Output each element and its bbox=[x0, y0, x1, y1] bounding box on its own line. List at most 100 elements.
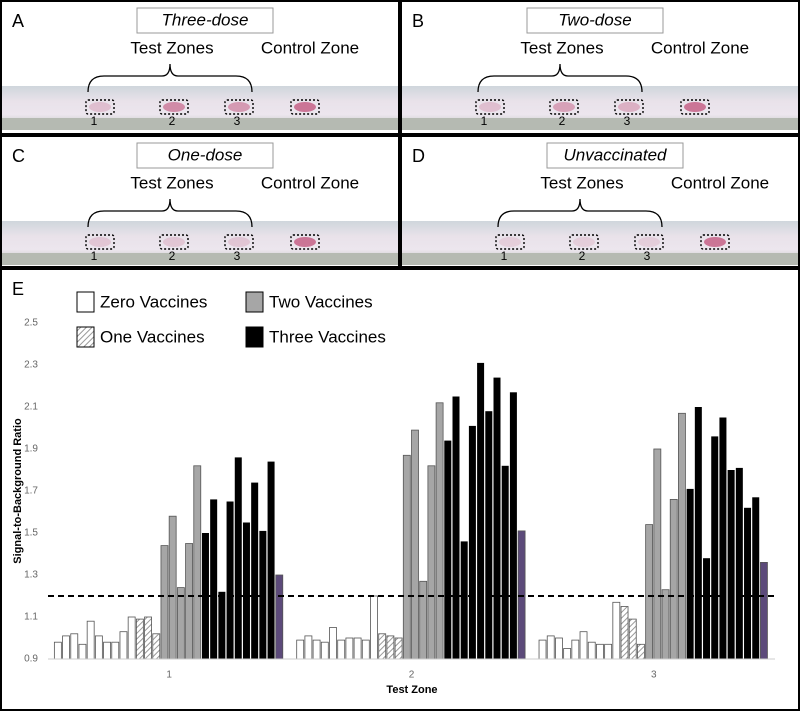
zone-number: 3 bbox=[624, 114, 631, 128]
bar bbox=[571, 639, 580, 660]
bar bbox=[653, 448, 662, 660]
y-tick-label: 1.9 bbox=[24, 444, 38, 455]
dose-label: Two-dose bbox=[558, 10, 631, 29]
test-zones-label: Test Zones bbox=[540, 173, 623, 192]
bar bbox=[353, 637, 362, 660]
bar bbox=[435, 402, 444, 660]
legend-label: Three Vaccines bbox=[269, 327, 386, 346]
bar bbox=[637, 643, 645, 660]
photo-panel: B Two-dose Test Zones Control Zone 1 2 3 bbox=[400, 0, 800, 135]
bar bbox=[226, 501, 234, 659]
bar bbox=[596, 643, 604, 660]
bar bbox=[337, 639, 346, 660]
bar bbox=[760, 562, 768, 660]
zone-number: 2 bbox=[579, 249, 586, 263]
bar bbox=[604, 643, 613, 660]
bar bbox=[201, 533, 209, 659]
bar bbox=[579, 631, 588, 660]
brace bbox=[87, 63, 253, 93]
bar bbox=[444, 440, 452, 659]
zone-box bbox=[549, 99, 579, 115]
panel-letter: D bbox=[412, 146, 425, 166]
bar bbox=[267, 461, 275, 659]
bar bbox=[127, 616, 136, 660]
brace bbox=[477, 63, 643, 93]
bar bbox=[275, 574, 284, 660]
zone-number: 2 bbox=[169, 249, 176, 263]
zone-number: 2 bbox=[559, 114, 566, 128]
panel-border bbox=[0, 135, 400, 268]
bar bbox=[329, 627, 337, 660]
photo-panel: C One-dose Test Zones Control Zone 1 2 3 bbox=[0, 135, 400, 268]
bar bbox=[160, 545, 169, 660]
zone-number: 1 bbox=[501, 249, 508, 263]
zone-number: 1 bbox=[91, 249, 98, 263]
bar bbox=[727, 470, 735, 659]
bar bbox=[86, 620, 95, 660]
bar bbox=[468, 425, 476, 659]
panel-letter: C bbox=[12, 146, 25, 166]
bar bbox=[694, 407, 702, 659]
panel-letter: A bbox=[12, 11, 24, 31]
bar bbox=[378, 633, 387, 660]
y-tick-label: 2.1 bbox=[24, 402, 38, 413]
bar bbox=[485, 411, 493, 659]
strip-shadow bbox=[402, 118, 798, 130]
bar bbox=[144, 616, 152, 660]
control-zone-label: Control Zone bbox=[261, 38, 359, 57]
y-axis-label: Signal-to-Background Ratio bbox=[12, 418, 24, 564]
bar bbox=[752, 497, 760, 659]
bar bbox=[135, 618, 144, 660]
bar bbox=[744, 507, 752, 659]
bar bbox=[402, 454, 411, 660]
zone-box bbox=[224, 99, 254, 115]
spot bbox=[89, 102, 111, 112]
x-tick-label: 3 bbox=[651, 670, 657, 681]
bar bbox=[296, 639, 305, 660]
legend-label: Two Vaccines bbox=[269, 292, 373, 311]
strip-shadow bbox=[2, 253, 398, 265]
panel-border bbox=[400, 135, 800, 268]
spot bbox=[704, 237, 726, 247]
bar bbox=[703, 558, 711, 659]
bar bbox=[234, 457, 242, 659]
dose-box bbox=[526, 7, 664, 34]
bar bbox=[546, 635, 555, 660]
spot bbox=[573, 237, 595, 247]
bar bbox=[370, 595, 378, 660]
spot bbox=[499, 237, 521, 247]
zone-number: 2 bbox=[169, 114, 176, 128]
bar bbox=[612, 601, 621, 660]
control-zone-label: Control Zone bbox=[261, 173, 359, 192]
bar bbox=[361, 639, 370, 660]
bar bbox=[168, 515, 177, 660]
legend-swatch bbox=[245, 326, 264, 348]
spot bbox=[479, 102, 501, 112]
dose-box bbox=[546, 142, 684, 169]
bar bbox=[460, 541, 468, 659]
spot bbox=[294, 237, 316, 247]
strip-shadow bbox=[2, 118, 398, 130]
bar bbox=[320, 641, 329, 660]
bar bbox=[452, 396, 460, 659]
spot bbox=[89, 237, 111, 247]
bar bbox=[304, 635, 313, 660]
bar bbox=[259, 530, 267, 659]
y-tick-label: 0.9 bbox=[24, 654, 38, 665]
bar bbox=[517, 530, 526, 660]
bar bbox=[620, 606, 629, 660]
zone-number: 3 bbox=[234, 249, 241, 263]
bar bbox=[53, 641, 62, 660]
zone-box bbox=[475, 99, 505, 115]
y-tick-label: 2.3 bbox=[24, 360, 38, 371]
spot bbox=[163, 237, 185, 247]
bar bbox=[152, 633, 161, 660]
zone-box bbox=[224, 234, 254, 250]
bar bbox=[312, 639, 321, 660]
panel-letter: E bbox=[12, 279, 24, 299]
bar bbox=[719, 417, 727, 659]
control-zone-label: Control Zone bbox=[671, 173, 769, 192]
zone-number: 1 bbox=[91, 114, 98, 128]
bar bbox=[119, 631, 128, 660]
